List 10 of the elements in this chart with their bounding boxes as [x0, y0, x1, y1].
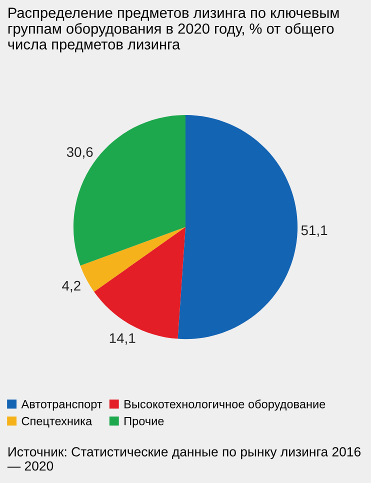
- text: Источник: Статистические данные по рынку лизинга 2016 — 2020: [7, 447, 361, 471]
- legend-label: Прочие: [124, 417, 164, 428]
- data-label: 14,1: [110, 333, 136, 345]
- legend-label: Высокотехнологичное оборудование: [124, 400, 326, 411]
- chart-title: Распределение предметов лизинга по ключевым группам оборудования в 2020 году, % от общего числа предметов лизинга: [8, 8, 339, 52]
- legend-label: Спецтехника: [22, 416, 92, 428]
- data-label: 51,1: [301, 226, 328, 237]
- data-label: 30,6: [66, 147, 93, 159]
- data-label: 4,2: [62, 280, 80, 292]
- legend-label: Автотранспорт: [21, 400, 102, 411]
